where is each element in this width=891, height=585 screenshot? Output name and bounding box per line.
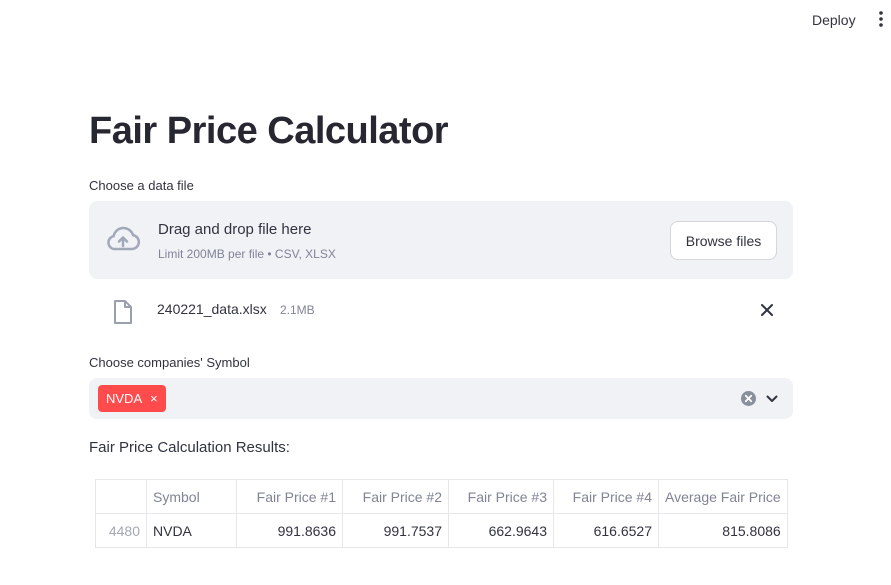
results-heading: Fair Price Calculation Results: [89, 439, 290, 456]
file-dropzone[interactable]: Drag and drop file here Limit 200MB per … [89, 201, 793, 279]
file-icon [112, 299, 134, 330]
deploy-button[interactable]: Deploy [812, 12, 856, 28]
clear-selection-button[interactable] [740, 390, 757, 412]
page-title: Fair Price Calculator [89, 110, 449, 152]
symbol-select-label: Choose companies' Symbol [89, 355, 250, 370]
selected-symbol-label: NVDA [106, 391, 143, 406]
symbol-cell[interactable]: NVDA [146, 513, 237, 548]
clear-circle-icon [741, 391, 756, 406]
selected-symbol-tag: NVDA × [98, 385, 166, 412]
uploaded-file-row: 240221_data.xlsx 2.1MB [89, 297, 793, 325]
close-icon [761, 304, 773, 316]
dropzone-title: Drag and drop file here [158, 221, 312, 238]
browse-files-button[interactable]: Browse files [670, 221, 777, 260]
column-header-fair-price-2[interactable]: Fair Price #2 [342, 479, 449, 514]
remove-file-button[interactable] [759, 302, 775, 323]
column-header-symbol[interactable]: Symbol [146, 479, 237, 514]
kebab-vertical-icon [879, 11, 883, 27]
dropzone-limit-text: Limit 200MB per file • CSV, XLSX [158, 247, 336, 261]
dropdown-toggle[interactable] [765, 392, 779, 410]
fair-price-2-cell[interactable]: 991.7537 [342, 513, 449, 548]
column-header-fair-price-1[interactable]: Fair Price #1 [236, 479, 343, 514]
row-index-cell[interactable]: 4480 [95, 513, 147, 548]
uploaded-file-name: 240221_data.xlsx [157, 301, 267, 317]
column-header-average-fair-price[interactable]: Average Fair Price [658, 479, 788, 514]
uploaded-file-size: 2.1MB [280, 303, 315, 317]
fair-price-4-cell[interactable]: 616.6527 [553, 513, 659, 548]
average-fair-price-cell[interactable]: 815.8086 [658, 513, 788, 548]
column-header-fair-price-3[interactable]: Fair Price #3 [448, 479, 554, 514]
symbol-multiselect[interactable]: NVDA × [89, 378, 793, 419]
column-header-fair-price-4[interactable]: Fair Price #4 [553, 479, 659, 514]
remove-tag-icon[interactable]: × [150, 391, 158, 406]
fair-price-1-cell[interactable]: 991.8636 [236, 513, 343, 548]
fair-price-3-cell[interactable]: 662.9643 [448, 513, 554, 548]
table-row: 4480 NVDA 991.8636 991.7537 662.9643 616… [95, 513, 788, 548]
cloud-upload-icon [105, 225, 141, 260]
table-header-row: Symbol Fair Price #1 Fair Price #2 Fair … [95, 479, 788, 514]
chevron-down-icon [766, 395, 778, 402]
column-header-index[interactable] [95, 479, 147, 514]
top-toolbar: Deploy [0, 0, 891, 38]
results-table[interactable]: Symbol Fair Price #1 Fair Price #2 Fair … [95, 479, 788, 548]
main-menu-button[interactable] [874, 9, 888, 29]
file-uploader-label: Choose a data file [89, 178, 194, 193]
